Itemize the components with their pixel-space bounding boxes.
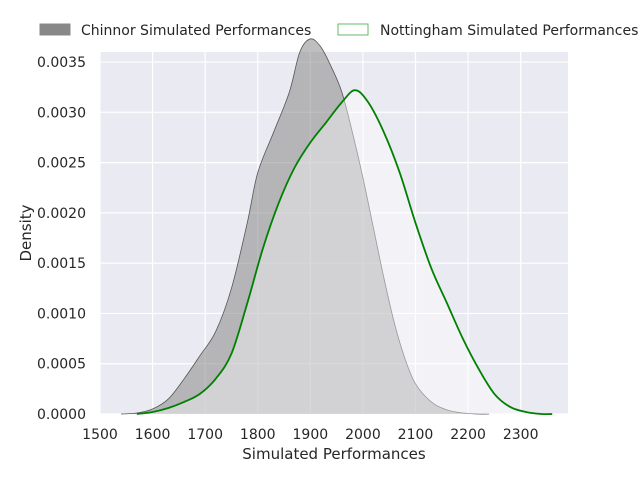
x-tick-label: 1900 [293, 427, 329, 443]
legend-label-nottingham: Nottingham Simulated Performances [380, 23, 638, 39]
x-axis-label: Simulated Performances [242, 445, 426, 463]
legend-swatch-nottingham [337, 23, 369, 36]
y-tick-label: 0.0030 [37, 105, 86, 121]
series-line-chinnor [121, 38, 490, 415]
x-tick-label: 2000 [345, 427, 381, 443]
y-tick-label: 0.0020 [37, 206, 86, 222]
x-tick-label: 1800 [240, 427, 276, 443]
x-tick-label: 2100 [398, 427, 434, 443]
y-tick-labels: 0.0000 0.0005 0.0010 0.0015 0.0020 0.0025 0.00… [37, 55, 86, 423]
series-layer [121, 38, 553, 416]
x-tick-label: 1700 [187, 427, 223, 443]
series-area-nottingham [136, 90, 553, 415]
y-axis-label: Density [17, 204, 35, 261]
legend-label-chinnor: Chinnor Simulated Performances [81, 23, 311, 39]
series-area-chinnor [121, 38, 490, 415]
x-tick-label: 1500 [82, 427, 118, 443]
x-tick-labels: 1500 1600 1700 1800 1900 2000 2100 2200 2300 [82, 427, 538, 443]
y-tick-label: 0.0015 [37, 256, 86, 272]
y-tick-label: 0.0005 [37, 357, 86, 373]
legend-swatch-chinnor [39, 23, 71, 36]
y-tick-label: 0.0000 [37, 407, 86, 423]
x-tick-label: 1600 [135, 427, 171, 443]
y-tick-label: 0.0035 [37, 55, 86, 71]
series-line-nottingham [136, 89, 553, 416]
x-tick-label: 2300 [503, 427, 539, 443]
legend: Chinnor Simulated Performances Nottingham… [39, 23, 638, 39]
y-tick-label: 0.0010 [37, 306, 86, 322]
y-tick-label: 0.0025 [37, 156, 86, 172]
x-tick-label: 2200 [450, 427, 486, 443]
